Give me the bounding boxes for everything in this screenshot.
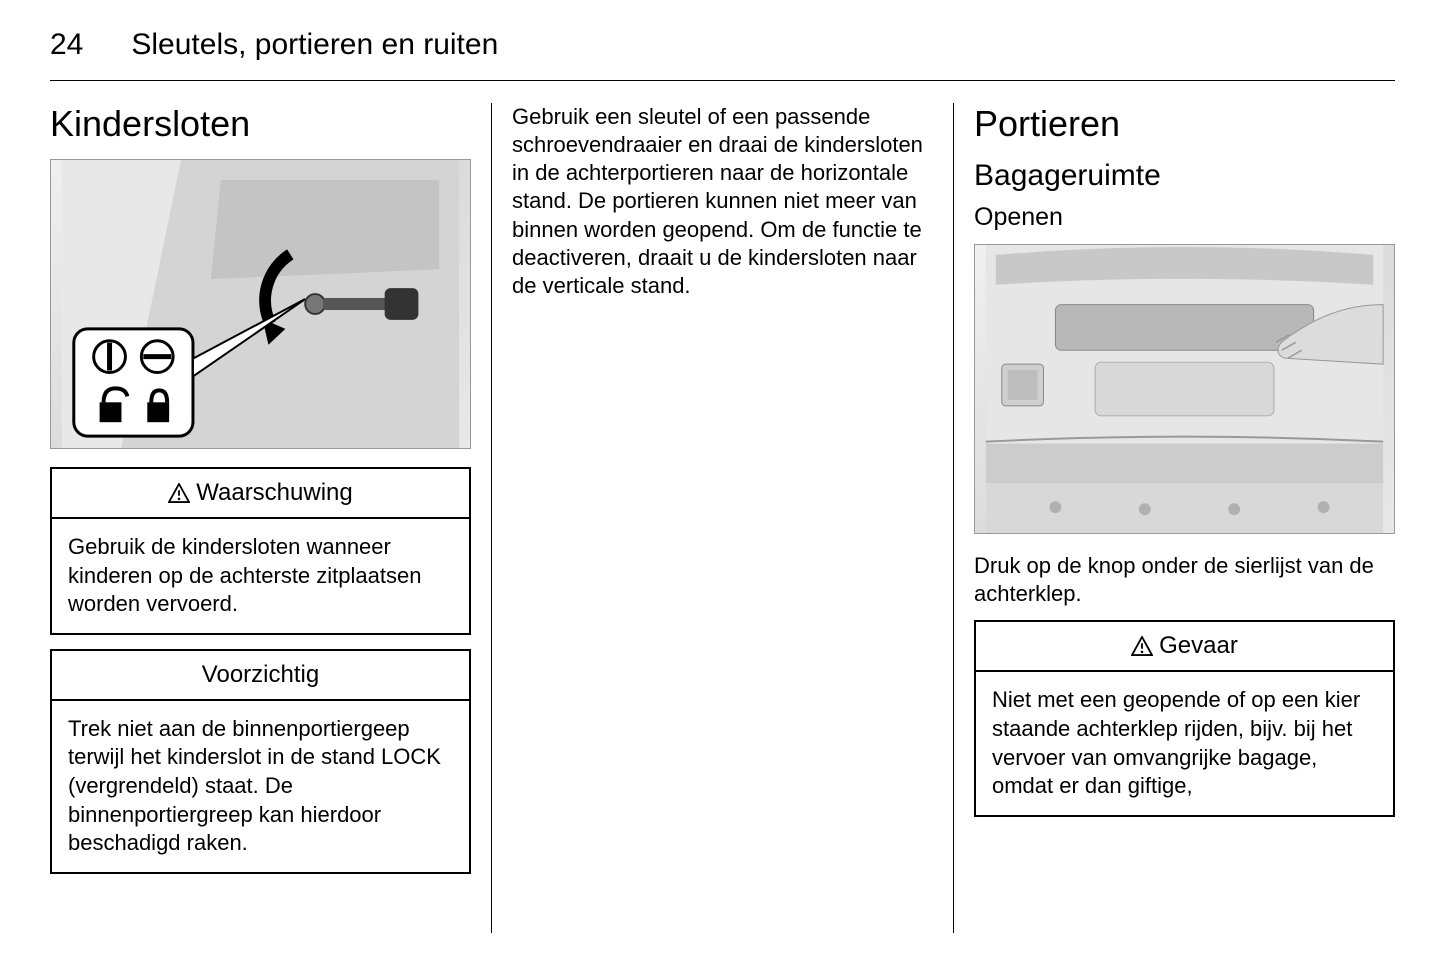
subsection-title-bagageruimte: Bagageruimte (974, 159, 1395, 193)
section-title-kindersloten: Kindersloten (50, 103, 471, 145)
tailgate-illustration (975, 245, 1394, 533)
danger-box-title: Gevaar (1159, 632, 1238, 660)
caution-box-title: Voorzichtig (202, 661, 319, 689)
column-1: Kindersloten (50, 103, 491, 933)
warning-box-body: Gebruik de kindersloten wanneer kinderen… (52, 519, 469, 633)
danger-box: Gevaar Niet met een geopende of op een k… (974, 620, 1395, 816)
column-3: Portieren Bagageruimte Openen (953, 103, 1395, 933)
figure-tailgate (974, 244, 1395, 534)
danger-box-header: Gevaar (976, 622, 1393, 672)
section-title-portieren: Portieren (974, 103, 1395, 145)
child-lock-illustration (51, 160, 470, 448)
warning-icon (168, 483, 190, 503)
page-header: 24 Sleutels, portieren en ruiten (50, 28, 1395, 81)
caution-box-header: Voorzichtig (52, 651, 469, 701)
warning-box-header: Waarschuwing (52, 469, 469, 519)
col3-body-text: Druk op de knop onder de sierlijst van d… (974, 552, 1395, 608)
page: 24 Sleutels, portieren en ruiten Kinders… (0, 0, 1445, 965)
page-number: 24 (50, 28, 83, 62)
column-2: Gebruik een sleutel of een passende schr… (491, 103, 953, 933)
subsubsection-title-openen: Openen (974, 203, 1395, 232)
chapter-title: Sleutels, portieren en ruiten (131, 28, 498, 62)
content-columns: Kindersloten (50, 103, 1395, 933)
figure-child-lock (50, 159, 471, 449)
warning-icon (1131, 636, 1153, 656)
caution-box: Voorzichtig Trek niet aan de binnenporti… (50, 649, 471, 874)
caution-box-body: Trek niet aan de binnenportiergeep terwi… (52, 701, 469, 872)
col2-body-text: Gebruik een sleutel of een passende schr… (512, 103, 933, 300)
warning-box: Waarschuwing Gebruik de kindersloten wan… (50, 467, 471, 635)
danger-box-body: Niet met een geopende of op een kier sta… (976, 672, 1393, 814)
warning-box-title: Waarschuwing (196, 479, 353, 507)
